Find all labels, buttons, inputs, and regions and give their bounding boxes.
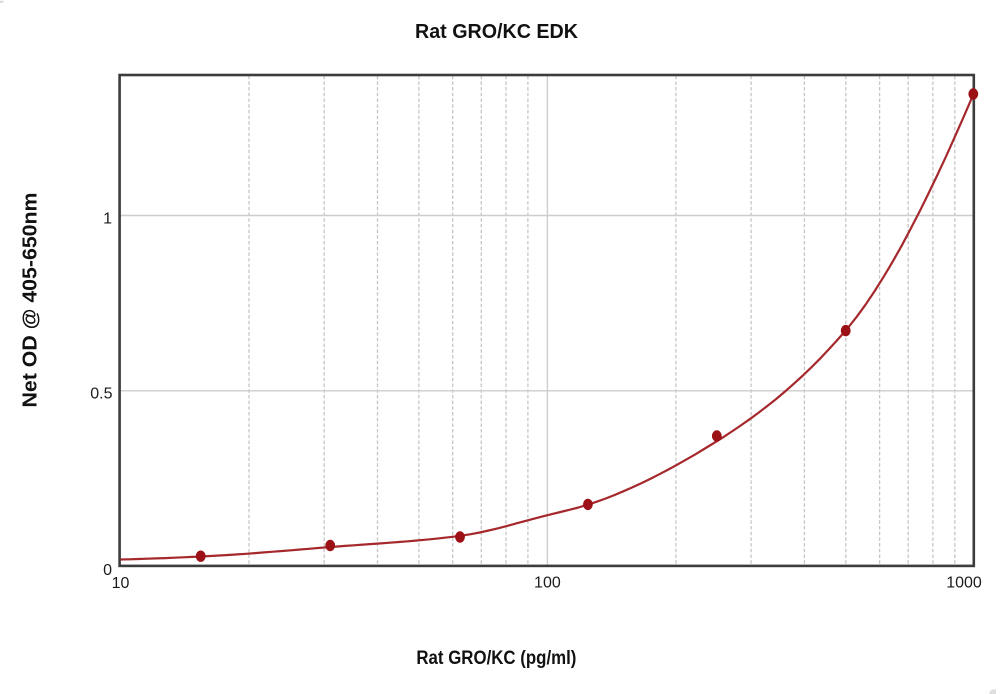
svg-text:0.5: 0.5 <box>90 386 112 403</box>
svg-text:1: 1 <box>103 210 112 227</box>
svg-text:Net OD @ 405-650nm: Net OD @ 405-650nm <box>20 193 42 408</box>
svg-text:1000: 1000 <box>946 575 982 592</box>
svg-text:0: 0 <box>103 562 112 579</box>
svg-text:10: 10 <box>112 575 130 592</box>
svg-text:Rat GRO/KC EDK: Rat GRO/KC EDK <box>415 20 578 43</box>
svg-text:100: 100 <box>534 575 561 592</box>
svg-text:Rat GRO/KC (pg/ml): Rat GRO/KC (pg/ml) <box>416 648 576 669</box>
